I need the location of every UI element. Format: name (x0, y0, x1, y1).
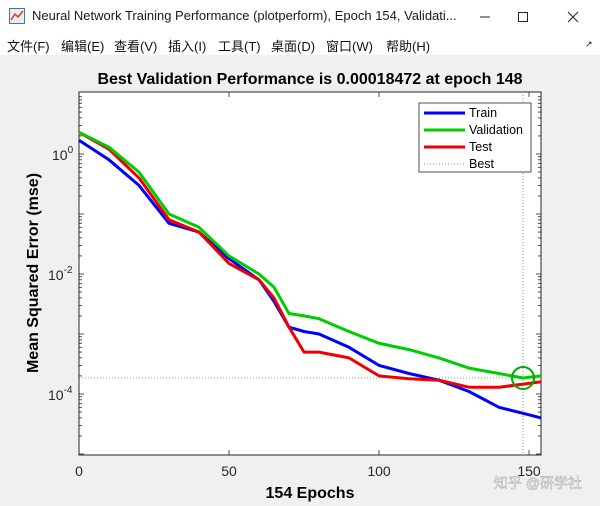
x-tick-labels: 0 50 100 150 (75, 463, 541, 479)
best-point-marker (511, 366, 535, 391)
y-tick-label-1: 10-2 (48, 265, 73, 283)
minimize-icon (480, 16, 490, 17)
series-train-line (78, 138, 542, 420)
maximize-icon (518, 11, 528, 22)
menu-help[interactable]: 帮助(H) (386, 39, 431, 54)
dock-arrow-icon[interactable]: ↗ (585, 39, 593, 49)
minimize-button[interactable] (462, 0, 508, 33)
menu-bar: 文件(F) 编辑(E) 查看(V) 插入(I) 工具(T) 桌面(D) 窗口(W… (0, 33, 600, 55)
series-test-line (78, 130, 542, 389)
menu-view[interactable]: 查看(V) (114, 39, 158, 54)
x-tick-label-2: 100 (367, 463, 391, 479)
x-tick-label-0: 0 (75, 463, 83, 479)
maximize-button[interactable] (500, 0, 546, 33)
watermark: 知乎 @研学社 (494, 475, 582, 491)
legend-label-train: Train (469, 106, 497, 120)
x-axis-label: 154 Epochs (266, 485, 355, 502)
legend-label-test: Test (469, 140, 492, 154)
menu-desktop[interactable]: 桌面(D) (271, 39, 316, 54)
menu-file[interactable]: 文件(F) (7, 39, 50, 54)
legend-label-validation: Validation (469, 123, 523, 137)
y-tick-label-0: 100 (52, 145, 74, 163)
legend: Train Validation Test Best (418, 102, 532, 173)
y-tick-labels: 100 10-2 10-4 (48, 145, 74, 403)
menu-tools[interactable]: 工具(T) (218, 39, 261, 54)
legend-label-best: Best (469, 157, 495, 171)
series-validation-line (78, 130, 542, 380)
chart-title: Best Validation Performance is 0.0001847… (97, 71, 522, 88)
menu-edit[interactable]: 编辑(E) (61, 39, 105, 54)
close-button[interactable] (550, 0, 596, 33)
menu-window[interactable]: 窗口(W) (326, 39, 373, 54)
x-tick-label-3: 150 (517, 463, 541, 479)
menu-insert[interactable]: 插入(I) (168, 39, 207, 54)
series-lines (78, 130, 542, 420)
window-title: Neural Network Training Performance (plo… (32, 8, 457, 23)
matlab-figure-icon (9, 8, 25, 24)
close-icon (567, 11, 579, 22)
window-titlebar: Neural Network Training Performance (plo… (0, 0, 600, 33)
y-axis-label: Mean Squared Error (mse) (25, 173, 42, 373)
x-tick-label-1: 50 (221, 463, 237, 479)
y-tick-label-2: 10-4 (48, 385, 73, 403)
